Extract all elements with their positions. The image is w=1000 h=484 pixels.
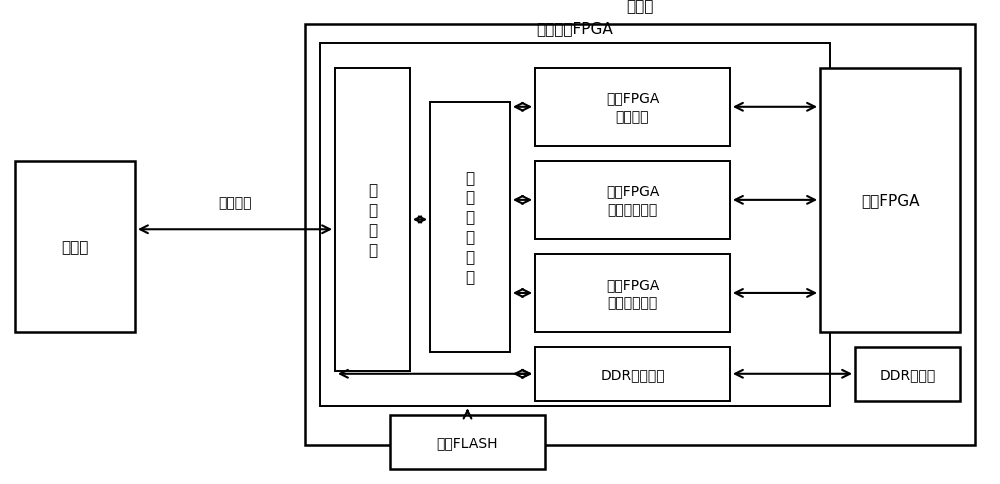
Bar: [820, 68, 960, 333]
Text: 上位机: 上位机: [61, 240, 89, 255]
Bar: [335, 68, 410, 372]
Text: DDR读写模块: DDR读写模块: [600, 367, 665, 381]
Text: DDR存储器: DDR存储器: [879, 367, 936, 381]
Text: 通信接口: 通信接口: [218, 196, 252, 210]
Bar: [430, 103, 510, 352]
Bar: [390, 416, 545, 469]
Bar: [320, 44, 830, 406]
Bar: [535, 161, 730, 240]
Text: 被测FPGA
电流采集模块: 被测FPGA 电流采集模块: [606, 277, 659, 309]
Text: 测试板: 测试板: [626, 0, 654, 15]
Bar: [855, 347, 960, 401]
Bar: [15, 161, 135, 333]
Text: 被测FPGA
温度监测模块: 被测FPGA 温度监测模块: [606, 184, 659, 217]
Text: 控制处理FPGA: 控制处理FPGA: [537, 21, 613, 36]
Bar: [535, 347, 730, 401]
Text: 配置FLASH: 配置FLASH: [437, 436, 498, 450]
Text: 过
程
控
制
模
块: 过 程 控 制 模 块: [465, 170, 475, 284]
Bar: [305, 25, 975, 445]
Bar: [535, 254, 730, 333]
Text: 被测FPGA: 被测FPGA: [861, 193, 919, 208]
Text: 被测FPGA
配置模块: 被测FPGA 配置模块: [606, 91, 659, 124]
Text: 通
信
模
块: 通 信 模 块: [368, 183, 377, 257]
Bar: [535, 68, 730, 147]
